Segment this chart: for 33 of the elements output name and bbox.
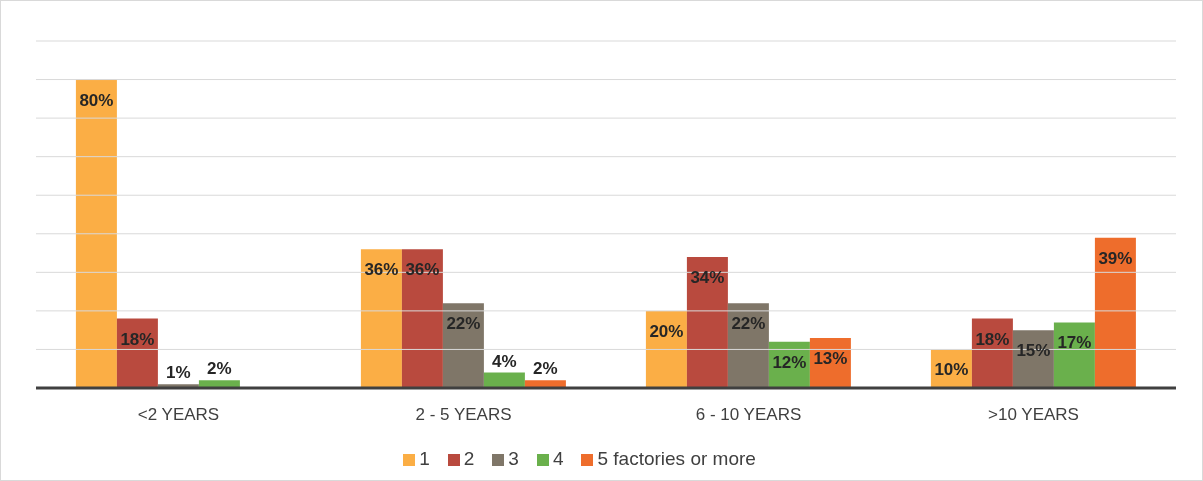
bar <box>360 249 402 388</box>
legend-label: 3 <box>508 448 519 469</box>
bar <box>75 79 117 388</box>
data-label: 4% <box>492 351 517 371</box>
data-label: 2% <box>207 359 232 379</box>
legend-label: 1 <box>419 448 430 469</box>
legend-label: 2 <box>463 448 475 469</box>
data-label: 80% <box>79 90 114 110</box>
bar <box>686 256 728 388</box>
data-label: 10% <box>934 360 969 380</box>
data-label: 17% <box>1057 333 1092 353</box>
data-label: 39% <box>1098 248 1133 268</box>
data-label: 20% <box>649 321 684 341</box>
x-tick-label: >10 YEARS <box>988 405 1079 425</box>
data-label: 22% <box>446 314 481 334</box>
data-label: 2% <box>533 359 558 379</box>
x-tick-label: 6 - 10 YEARS <box>695 405 802 425</box>
data-label: 22% <box>731 314 766 334</box>
bar <box>401 249 443 388</box>
bar <box>198 380 240 388</box>
data-label: 1% <box>166 363 191 383</box>
data-label: 18% <box>975 329 1010 349</box>
data-label: 34% <box>690 267 725 287</box>
bar <box>524 380 566 388</box>
x-tick-label: 2 - 5 YEARS <box>415 405 512 425</box>
data-label: 12% <box>772 352 807 372</box>
x-tick-label: <2 YEARS <box>137 405 220 425</box>
bar <box>483 372 525 388</box>
data-label: 18% <box>120 329 155 349</box>
bar <box>1094 237 1136 388</box>
data-label: 13% <box>813 348 848 368</box>
legend-label: 4 <box>552 448 564 469</box>
legend-label: 5 factories or more <box>597 448 756 469</box>
